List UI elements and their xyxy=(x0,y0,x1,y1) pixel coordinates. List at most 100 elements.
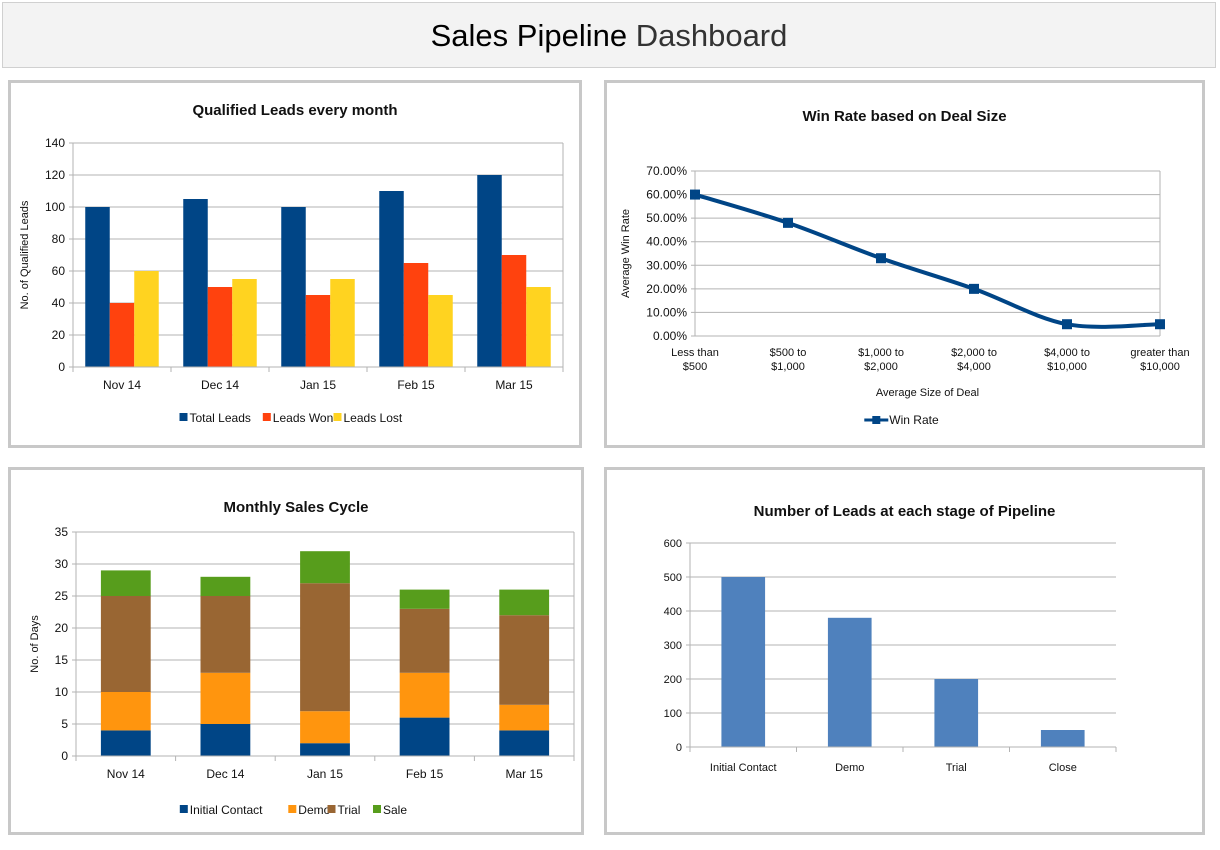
legend-label: Leads Won xyxy=(273,411,334,425)
bar-leads-lost xyxy=(330,279,355,367)
x-tick-label: $1,000 xyxy=(771,361,805,373)
y-tick-label: 50.00% xyxy=(646,211,687,225)
x-tick-label: Nov 14 xyxy=(103,378,141,392)
legend-label: Initial Contact xyxy=(190,803,263,817)
y-tick-label: 25 xyxy=(55,589,69,603)
legend-label: Leads Lost xyxy=(344,411,403,425)
legend-label: Win Rate xyxy=(889,413,939,427)
data-point-marker xyxy=(969,283,979,294)
bar xyxy=(934,679,979,747)
x-tick-label: $500 xyxy=(683,361,707,373)
chart-title: Monthly Sales Cycle xyxy=(223,499,368,516)
bar-total-leads xyxy=(85,207,110,367)
legend-label: Sale xyxy=(383,803,407,817)
legend-swatch xyxy=(179,413,188,421)
bar-leads-lost xyxy=(428,295,453,367)
y-tick-label: 0 xyxy=(61,749,68,763)
y-tick-label: 500 xyxy=(664,572,682,584)
bar-leads-lost xyxy=(526,287,551,367)
x-tick-label: Feb 15 xyxy=(406,767,444,781)
panel-pipeline-stage: Number of Leads at each stage of Pipelin… xyxy=(604,467,1205,835)
x-tick-label: Close xyxy=(1049,762,1077,774)
data-point-marker xyxy=(690,189,700,200)
data-point-marker xyxy=(1155,319,1165,330)
x-tick-label: Mar 15 xyxy=(506,767,544,781)
bar-segment-trial xyxy=(499,615,550,705)
y-tick-label: 70.00% xyxy=(646,164,687,178)
win-rate-chart: Win Rate based on Deal Size 0.00% 10.00% 20… xyxy=(620,108,1190,427)
x-tick-label: Initial Contact xyxy=(710,762,777,774)
y-tick-label: 300 xyxy=(664,640,682,652)
y-tick-label: 40 xyxy=(52,296,66,310)
bar-segment-initial-contact xyxy=(100,730,151,756)
bar-segment-demo xyxy=(100,692,151,731)
y-tick-label: 0 xyxy=(676,742,682,754)
legend-swatch xyxy=(333,413,342,421)
bar-segment-trial xyxy=(300,583,350,712)
legend-swatch xyxy=(288,805,297,813)
chart-title: Win Rate based on Deal Size xyxy=(802,108,1006,125)
y-tick-label: 35 xyxy=(55,525,69,539)
bar-segment-sale xyxy=(499,589,550,616)
title-part1: Sales Pipeline xyxy=(430,18,628,53)
y-tick-label: 100 xyxy=(664,708,682,720)
bar-total-leads xyxy=(281,207,306,367)
x-tick-label: Demo xyxy=(835,762,864,774)
x-tick-label: Dec 14 xyxy=(201,378,239,392)
bar-segment-demo xyxy=(200,672,251,724)
x-tick-label: Feb 15 xyxy=(397,378,435,392)
bar-total-leads xyxy=(477,175,502,367)
legend-label: Total Leads xyxy=(190,411,251,425)
x-tick-label: $4,000 to xyxy=(1044,347,1090,359)
bar-leads-lost xyxy=(232,279,257,367)
y-tick-label: 400 xyxy=(664,606,682,618)
panel-sales-cycle: Monthly Sales Cycle 0 5 10 15 20 25 30 35 No. of … xyxy=(8,467,584,835)
win-rate-line xyxy=(694,192,1161,329)
y-tick-label: 120 xyxy=(45,168,65,182)
bar-segment-initial-contact xyxy=(200,724,251,756)
bar-total-leads xyxy=(183,199,208,367)
legend-label: Trial xyxy=(338,803,361,817)
x-tick-label: Dec 14 xyxy=(206,767,244,781)
y-tick-label: 15 xyxy=(55,653,69,667)
y-tick-label: 140 xyxy=(45,136,65,150)
x-tick-label: $2,000 xyxy=(864,361,898,373)
y-tick-label: 20 xyxy=(52,328,66,342)
x-tick-label: $4,000 xyxy=(957,361,991,373)
bar-leads-won xyxy=(207,287,233,367)
bar-segment-demo xyxy=(300,711,350,744)
title-part2: Dashboard xyxy=(635,18,788,53)
chart-title: Qualified Leads every month xyxy=(192,102,397,119)
y-tick-label: 20.00% xyxy=(646,282,687,296)
bar-leads-won xyxy=(305,295,331,367)
legend-swatch xyxy=(262,413,271,421)
x-tick-label: $10,000 xyxy=(1047,361,1087,373)
y-tick-label: 5 xyxy=(61,717,68,731)
x-tick-label: Less than xyxy=(671,347,719,359)
x-tick-label: $10,000 xyxy=(1140,361,1180,373)
qualified-leads-chart: Qualified Leads every month 0 20 40 60 80 100 1… xyxy=(19,102,564,425)
bar-segment-demo xyxy=(499,704,550,731)
y-tick-label: 30.00% xyxy=(646,258,687,272)
x-axis-title: Average Size of Deal xyxy=(876,387,979,399)
panel-qualified-leads: Qualified Leads every month 0 20 40 60 80 100 1… xyxy=(8,80,582,448)
bar xyxy=(827,617,872,747)
y-tick-label: 0.00% xyxy=(653,329,687,343)
y-tick-label: 100 xyxy=(45,200,65,214)
legend-marker-swatch xyxy=(872,416,881,424)
x-tick-label: greater than xyxy=(1130,347,1189,359)
y-tick-label: 80 xyxy=(52,232,66,246)
y-tick-label: 10 xyxy=(55,685,69,699)
y-tick-label: 200 xyxy=(664,674,682,686)
x-tick-label: $2,000 to xyxy=(951,347,997,359)
y-axis-title: Average Win Rate xyxy=(620,209,632,298)
bar-segment-sale xyxy=(399,589,450,609)
y-tick-label: 40.00% xyxy=(646,235,687,249)
bar-segment-trial xyxy=(399,608,450,673)
bar-leads-lost xyxy=(134,271,159,367)
x-tick-label: Trial xyxy=(946,762,967,774)
y-tick-label: 0 xyxy=(58,360,65,374)
bar xyxy=(721,577,766,747)
x-tick-label: Jan 15 xyxy=(307,767,343,781)
dashboard-header: Sales Pipeline Dashboard xyxy=(2,2,1216,68)
